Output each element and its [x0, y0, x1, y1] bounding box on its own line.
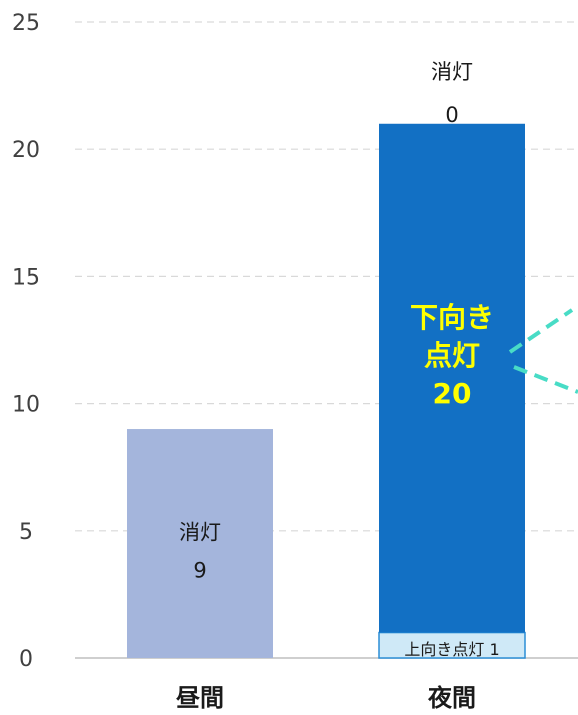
y-tick-label: 0 [19, 647, 33, 672]
callout-lines [508, 308, 578, 394]
category-label: 夜間 [427, 684, 476, 712]
bar-segment [379, 123, 525, 633]
data-label: 0 [445, 103, 458, 127]
y-tick-label: 20 [12, 138, 40, 163]
callout-line [513, 365, 578, 394]
y-tick-label: 25 [12, 11, 40, 36]
data-label: 消灯 [179, 521, 221, 545]
y-tick-label: 15 [12, 265, 40, 290]
data-label: 消灯 [431, 60, 473, 84]
x-axis-category-labels: 昼間 夜間 [176, 684, 476, 712]
bar-segments [127, 123, 526, 659]
y-tick-label: 5 [19, 520, 33, 545]
data-label: 上向き点灯 1 [404, 640, 499, 659]
data-label: 20 [433, 377, 472, 410]
callout-line [508, 308, 574, 354]
y-axis-tick-labels: 0 5 10 15 20 25 [12, 11, 40, 672]
data-label: 9 [193, 559, 206, 583]
bar-segment [127, 429, 273, 658]
bar-segment [378, 631, 526, 659]
data-label: 下向き [410, 301, 494, 334]
y-tick-label: 10 [12, 393, 40, 418]
data-label: 点灯 [424, 339, 480, 372]
category-label: 昼間 [176, 684, 224, 712]
